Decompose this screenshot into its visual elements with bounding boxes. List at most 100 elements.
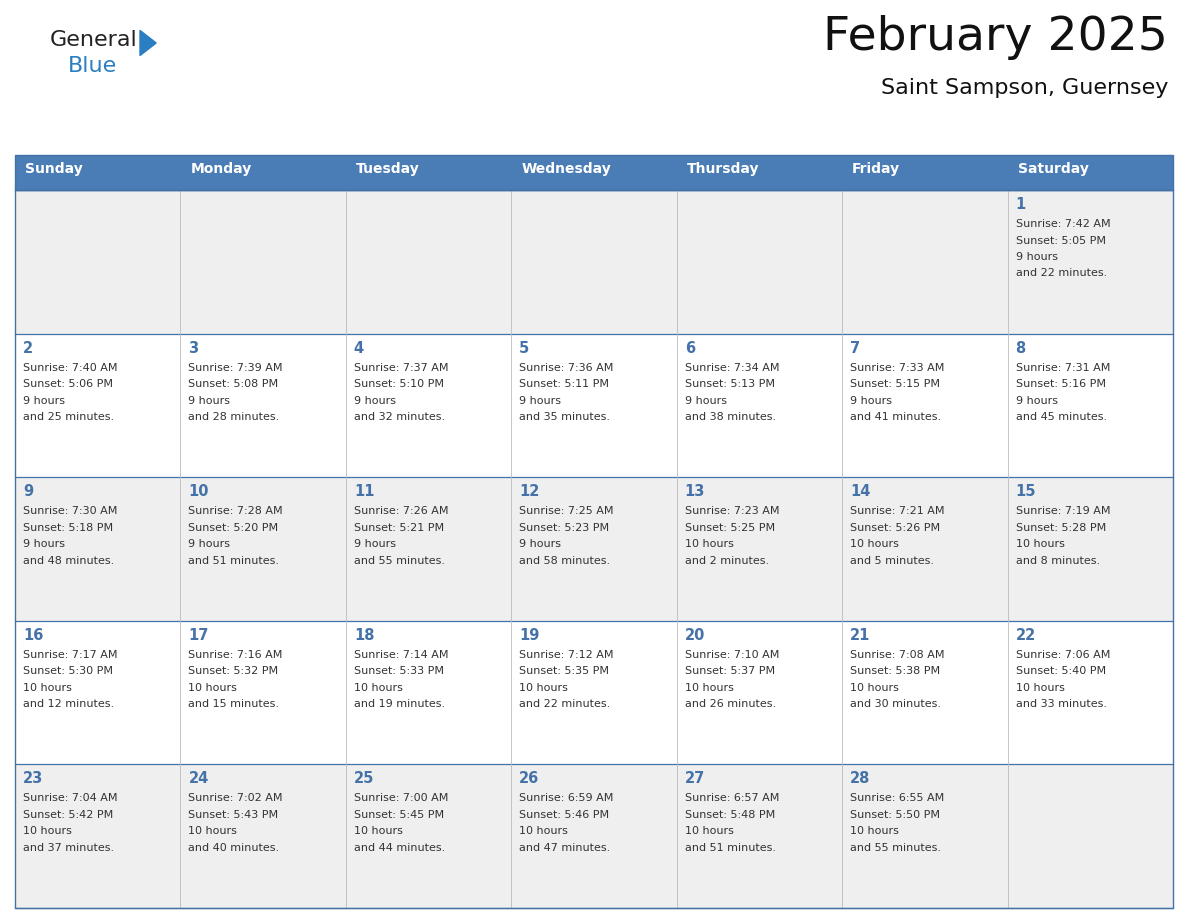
- Text: Sunrise: 7:40 AM: Sunrise: 7:40 AM: [23, 363, 118, 373]
- Text: 10 hours: 10 hours: [684, 826, 733, 836]
- Text: and 51 minutes.: and 51 minutes.: [189, 555, 279, 565]
- Text: and 28 minutes.: and 28 minutes.: [189, 412, 279, 422]
- Text: and 2 minutes.: and 2 minutes.: [684, 555, 769, 565]
- Text: 9 hours: 9 hours: [354, 539, 396, 549]
- Bar: [15, 190, 181, 333]
- Text: 7: 7: [851, 341, 860, 355]
- Text: 10 hours: 10 hours: [684, 683, 733, 693]
- Text: Sunset: 5:06 PM: Sunset: 5:06 PM: [23, 379, 113, 389]
- Text: 10 hours: 10 hours: [519, 683, 568, 693]
- Text: and 55 minutes.: and 55 minutes.: [851, 843, 941, 853]
- Bar: [677, 333, 842, 477]
- Text: and 44 minutes.: and 44 minutes.: [354, 843, 446, 853]
- Text: Sunrise: 7:26 AM: Sunrise: 7:26 AM: [354, 506, 448, 516]
- Text: February 2025: February 2025: [823, 15, 1168, 60]
- Text: and 51 minutes.: and 51 minutes.: [684, 843, 776, 853]
- Text: 10 hours: 10 hours: [851, 539, 899, 549]
- Text: Sunset: 5:32 PM: Sunset: 5:32 PM: [189, 666, 278, 677]
- Text: 10 hours: 10 hours: [851, 683, 899, 693]
- Text: Sunrise: 7:31 AM: Sunrise: 7:31 AM: [1016, 363, 1110, 373]
- Bar: [15, 190, 1173, 908]
- Text: 23: 23: [23, 771, 43, 787]
- Text: 11: 11: [354, 484, 374, 499]
- Bar: [511, 333, 677, 477]
- Bar: [1007, 765, 1173, 908]
- Text: 10 hours: 10 hours: [851, 826, 899, 836]
- Text: 13: 13: [684, 484, 706, 499]
- Text: 2: 2: [23, 341, 33, 355]
- Text: Sunrise: 7:10 AM: Sunrise: 7:10 AM: [684, 650, 779, 660]
- Text: Sunset: 5:46 PM: Sunset: 5:46 PM: [519, 810, 609, 820]
- Text: General: General: [50, 30, 138, 50]
- Text: and 37 minutes.: and 37 minutes.: [23, 843, 114, 853]
- Text: Sunrise: 6:57 AM: Sunrise: 6:57 AM: [684, 793, 779, 803]
- Text: 10 hours: 10 hours: [189, 683, 238, 693]
- Text: 10 hours: 10 hours: [23, 683, 72, 693]
- Text: Sunset: 5:40 PM: Sunset: 5:40 PM: [1016, 666, 1106, 677]
- Text: and 8 minutes.: and 8 minutes.: [1016, 555, 1100, 565]
- Text: Sunrise: 7:34 AM: Sunrise: 7:34 AM: [684, 363, 779, 373]
- Bar: [842, 155, 1007, 190]
- Text: and 32 minutes.: and 32 minutes.: [354, 412, 446, 422]
- Text: and 47 minutes.: and 47 minutes.: [519, 843, 611, 853]
- Text: Sunset: 5:37 PM: Sunset: 5:37 PM: [684, 666, 775, 677]
- Text: Sunrise: 7:37 AM: Sunrise: 7:37 AM: [354, 363, 448, 373]
- Text: and 40 minutes.: and 40 minutes.: [189, 843, 279, 853]
- Text: 24: 24: [189, 771, 209, 787]
- Text: Sunset: 5:50 PM: Sunset: 5:50 PM: [851, 810, 940, 820]
- Text: 10 hours: 10 hours: [354, 826, 403, 836]
- Text: 9 hours: 9 hours: [684, 396, 727, 406]
- Text: and 48 minutes.: and 48 minutes.: [23, 555, 114, 565]
- Bar: [15, 477, 181, 621]
- Text: Sunset: 5:08 PM: Sunset: 5:08 PM: [189, 379, 278, 389]
- Text: 27: 27: [684, 771, 704, 787]
- Text: Sunrise: 7:23 AM: Sunrise: 7:23 AM: [684, 506, 779, 516]
- Bar: [181, 765, 346, 908]
- Text: Sunrise: 7:14 AM: Sunrise: 7:14 AM: [354, 650, 448, 660]
- Text: 6: 6: [684, 341, 695, 355]
- Text: 4: 4: [354, 341, 364, 355]
- Bar: [15, 621, 181, 765]
- Text: 9 hours: 9 hours: [851, 396, 892, 406]
- Text: Sunrise: 7:33 AM: Sunrise: 7:33 AM: [851, 363, 944, 373]
- Text: and 30 minutes.: and 30 minutes.: [851, 700, 941, 710]
- Text: Sunset: 5:30 PM: Sunset: 5:30 PM: [23, 666, 113, 677]
- Bar: [15, 765, 181, 908]
- Text: 10 hours: 10 hours: [1016, 539, 1064, 549]
- Bar: [181, 155, 346, 190]
- Text: Sunrise: 7:00 AM: Sunrise: 7:00 AM: [354, 793, 448, 803]
- Text: Sunrise: 7:25 AM: Sunrise: 7:25 AM: [519, 506, 614, 516]
- Text: Sunday: Sunday: [25, 162, 83, 176]
- Text: Sunset: 5:28 PM: Sunset: 5:28 PM: [1016, 522, 1106, 532]
- Bar: [346, 621, 511, 765]
- Bar: [181, 477, 346, 621]
- Text: Sunrise: 7:36 AM: Sunrise: 7:36 AM: [519, 363, 614, 373]
- Text: Sunset: 5:43 PM: Sunset: 5:43 PM: [189, 810, 278, 820]
- Text: Sunrise: 7:16 AM: Sunrise: 7:16 AM: [189, 650, 283, 660]
- Bar: [1007, 190, 1173, 333]
- Text: Sunset: 5:20 PM: Sunset: 5:20 PM: [189, 522, 278, 532]
- Text: 1: 1: [1016, 197, 1025, 212]
- Bar: [677, 155, 842, 190]
- Text: Sunrise: 7:39 AM: Sunrise: 7:39 AM: [189, 363, 283, 373]
- Text: 25: 25: [354, 771, 374, 787]
- Text: and 12 minutes.: and 12 minutes.: [23, 700, 114, 710]
- Text: 19: 19: [519, 628, 539, 643]
- Text: 10 hours: 10 hours: [1016, 683, 1064, 693]
- Text: and 41 minutes.: and 41 minutes.: [851, 412, 941, 422]
- Text: Friday: Friday: [852, 162, 901, 176]
- Text: and 22 minutes.: and 22 minutes.: [1016, 268, 1107, 278]
- Text: 9: 9: [23, 484, 33, 499]
- Text: 10: 10: [189, 484, 209, 499]
- Bar: [842, 621, 1007, 765]
- Text: Sunrise: 7:08 AM: Sunrise: 7:08 AM: [851, 650, 944, 660]
- Bar: [346, 190, 511, 333]
- Text: Sunrise: 7:02 AM: Sunrise: 7:02 AM: [189, 793, 283, 803]
- Text: and 26 minutes.: and 26 minutes.: [684, 700, 776, 710]
- Text: 10 hours: 10 hours: [354, 683, 403, 693]
- Text: Sunrise: 7:21 AM: Sunrise: 7:21 AM: [851, 506, 944, 516]
- Text: Sunset: 5:42 PM: Sunset: 5:42 PM: [23, 810, 113, 820]
- Bar: [677, 477, 842, 621]
- Bar: [677, 190, 842, 333]
- Text: Sunset: 5:48 PM: Sunset: 5:48 PM: [684, 810, 775, 820]
